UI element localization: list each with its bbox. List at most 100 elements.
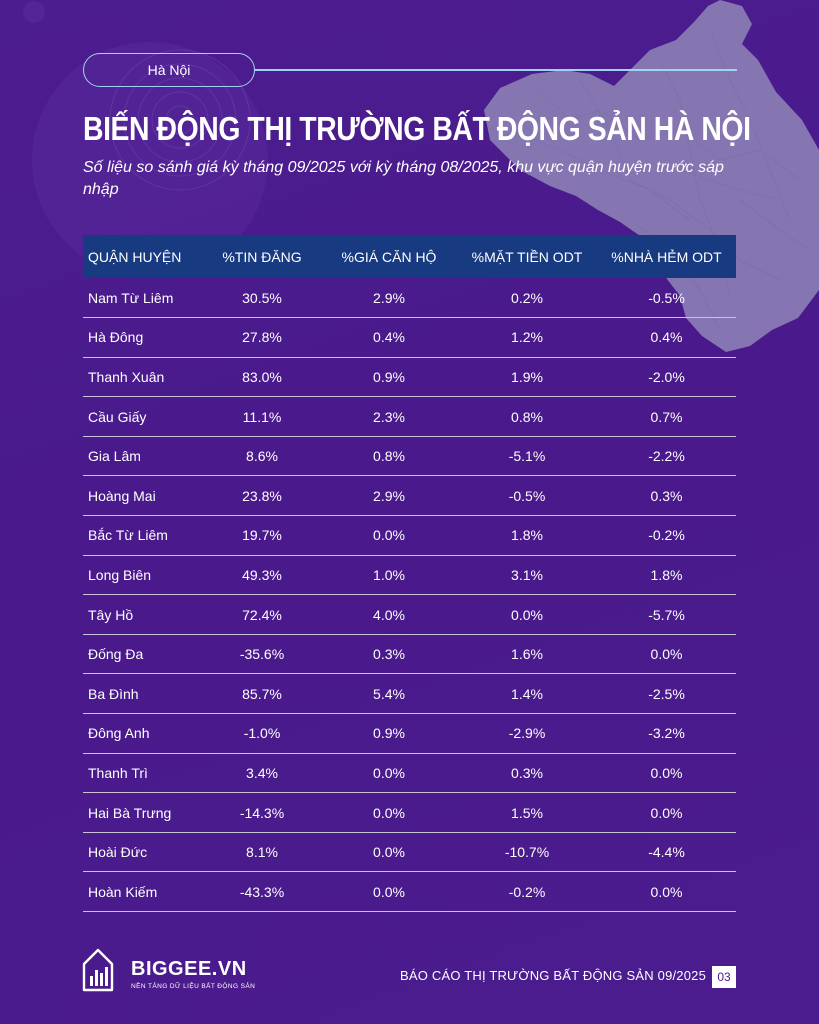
cell-street-front: -10.7% (457, 832, 597, 873)
cell-listings: -43.3% (203, 871, 321, 912)
cell-district: Hà Đông (83, 317, 203, 358)
cell-listings: 19.7% (203, 515, 321, 556)
table-row: Hoàn Kiếm -43.3% 0.0% -0.2% 0.0% (83, 871, 736, 912)
decorative-dot (23, 1, 45, 23)
column-header-street-front: %MẶT TIỀN ODT (471, 248, 583, 265)
column-header-district: QUẬN HUYỆN (88, 248, 182, 265)
cell-alley-house: 0.3% (597, 475, 736, 517)
cell-alley-house: -2.2% (597, 436, 736, 477)
cell-district: Đống Đa (83, 634, 203, 675)
table-row: Ba Đình 85.7% 5.4% 1.4% -2.5% (83, 673, 736, 715)
cell-alley-house: -5.7% (597, 594, 736, 635)
cell-district: Ba Đình (83, 673, 203, 715)
cell-alley-house: 0.0% (597, 792, 736, 833)
cell-listings: 23.8% (203, 475, 321, 517)
cell-apartment-price: 0.9% (321, 713, 457, 754)
cell-district: Cầu Giấy (83, 396, 203, 437)
table-header-row: QUẬN HUYỆN %TIN ĐĂNG %GIÁ CĂN HỘ %MẶT TI… (83, 235, 736, 278)
cell-street-front: 3.1% (457, 555, 597, 596)
table-body: Nam Từ Liêm 30.5% 2.9% 0.2% -0.5% Hà Đông 27.8… (83, 278, 736, 912)
table-row: Bắc Từ Liêm 19.7% 0.0% 1.8% -0.2% (83, 515, 736, 556)
table-row: Hà Đông 27.8% 0.4% 1.2% 0.4% (83, 317, 736, 358)
table-row: Tây Hồ 72.4% 4.0% 0.0% -5.7% (83, 594, 736, 635)
cell-apartment-price: 0.8% (321, 436, 457, 477)
cell-street-front: 1.5% (457, 792, 597, 833)
cell-alley-house: 1.8% (597, 555, 736, 596)
cell-apartment-price: 0.9% (321, 357, 457, 398)
cell-street-front: -0.2% (457, 871, 597, 912)
cell-listings: -14.3% (203, 792, 321, 833)
cell-apartment-price: 0.3% (321, 634, 457, 675)
page-number: 03 (712, 966, 736, 988)
cell-apartment-price: 0.0% (321, 832, 457, 873)
cell-street-front: 1.2% (457, 317, 597, 358)
table-row: Cầu Giấy 11.1% 2.3% 0.8% 0.7% (83, 396, 736, 437)
cell-apartment-price: 0.0% (321, 792, 457, 833)
header-divider-line (255, 69, 737, 71)
cell-alley-house: -2.5% (597, 673, 736, 715)
cell-listings: 85.7% (203, 673, 321, 715)
page-subtitle: Số liệu so sánh giá kỳ tháng 09/2025 với… (83, 159, 724, 198)
table-row: Đông Anh -1.0% 0.9% -2.9% -3.2% (83, 713, 736, 754)
cell-district: Thanh Trì (83, 753, 203, 794)
cell-apartment-price: 0.0% (321, 515, 457, 556)
table-row: Thanh Xuân 83.0% 0.9% 1.9% -2.0% (83, 357, 736, 398)
cell-district: Hai Bà Trưng (83, 792, 203, 833)
cell-apartment-price: 0.0% (321, 753, 457, 794)
column-header-alley-house: %NHÀ HẺM ODT (611, 248, 722, 265)
cell-alley-house: 0.0% (597, 871, 736, 912)
table-row: Hoài Đức 8.1% 0.0% -10.7% -4.4% (83, 832, 736, 873)
cell-listings: 30.5% (203, 278, 321, 319)
cell-district: Hoài Đức (83, 832, 203, 873)
cell-apartment-price: 2.3% (321, 396, 457, 437)
cell-listings: 11.1% (203, 396, 321, 437)
cell-street-front: 1.4% (457, 673, 597, 715)
table-row: Thanh Trì 3.4% 0.0% 0.3% 0.0% (83, 753, 736, 794)
cell-street-front: 1.9% (457, 357, 597, 398)
cell-street-front: 1.8% (457, 515, 597, 556)
cell-district: Hoàng Mai (83, 475, 203, 517)
column-header-listings: %TIN ĐĂNG (222, 248, 302, 265)
market-change-table: QUẬN HUYỆN %TIN ĐĂNG %GIÁ CĂN HỘ %MẶT TI… (83, 235, 736, 912)
cell-street-front: 0.0% (457, 594, 597, 635)
cell-listings: 27.8% (203, 317, 321, 358)
cell-listings: 72.4% (203, 594, 321, 635)
cell-alley-house: 0.4% (597, 317, 736, 358)
brand-tagline: NỀN TẢNG DỮ LIỆU BẤT ĐỘNG SẢN (131, 983, 256, 990)
cell-district: Thanh Xuân (83, 357, 203, 398)
cell-alley-house: -0.5% (597, 278, 736, 319)
table-row: Gia Lâm 8.6% 0.8% -5.1% -2.2% (83, 436, 736, 477)
cell-apartment-price: 0.0% (321, 871, 457, 912)
cell-apartment-price: 2.9% (321, 475, 457, 517)
cell-street-front: 0.2% (457, 278, 597, 319)
cell-apartment-price: 4.0% (321, 594, 457, 635)
building-chart-icon (82, 948, 114, 992)
cell-apartment-price: 2.9% (321, 278, 457, 319)
table-row: Hoàng Mai 23.8% 2.9% -0.5% 0.3% (83, 475, 736, 517)
cell-alley-house: 0.0% (597, 634, 736, 675)
cell-listings: 49.3% (203, 555, 321, 596)
cell-district: Bắc Từ Liêm (83, 515, 203, 556)
table-row: Hai Bà Trưng -14.3% 0.0% 1.5% 0.0% (83, 792, 736, 833)
table-row: Long Biên 49.3% 1.0% 3.1% 1.8% (83, 555, 736, 596)
report-label: BÁO CÁO THỊ TRƯỜNG BẤT ĐỘNG SẢN 09/2025 (400, 968, 707, 983)
cell-district: Đông Anh (83, 713, 203, 754)
cell-alley-house: -3.2% (597, 713, 736, 754)
cell-street-front: 0.3% (457, 753, 597, 794)
cell-listings: 8.6% (203, 436, 321, 477)
cell-street-front: -2.9% (457, 713, 597, 754)
cell-apartment-price: 1.0% (321, 555, 457, 596)
column-header-apartment-price: %GIÁ CĂN HỘ (341, 248, 437, 265)
cell-district: Long Biên (83, 555, 203, 596)
table-row: Đống Đa -35.6% 0.3% 1.6% 0.0% (83, 634, 736, 675)
location-tag: Hà Nội (83, 53, 255, 87)
cell-apartment-price: 0.4% (321, 317, 457, 358)
cell-district: Hoàn Kiếm (83, 871, 203, 912)
cell-district: Nam Từ Liêm (83, 278, 203, 319)
location-label: Hà Nội (147, 62, 191, 78)
page-title: BIẾN ĐỘNG THỊ TRƯỜNG BẤT ĐỘNG SẢN HÀ NỘI (83, 110, 751, 147)
cell-alley-house: -4.4% (597, 832, 736, 873)
cell-listings: 3.4% (203, 753, 321, 794)
cell-apartment-price: 5.4% (321, 673, 457, 715)
cell-district: Tây Hồ (83, 594, 203, 635)
